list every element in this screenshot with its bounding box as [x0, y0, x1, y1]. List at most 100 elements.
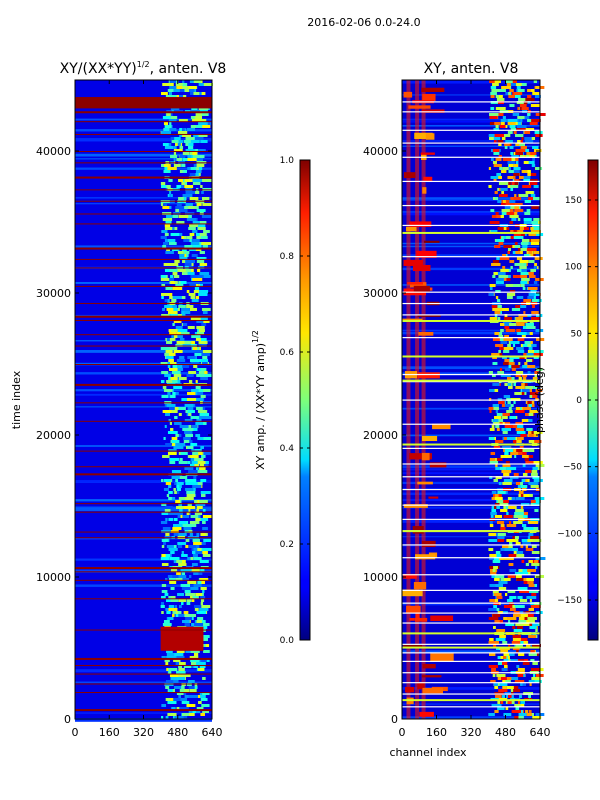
- band-cell: [193, 134, 202, 137]
- band-cell: [196, 164, 205, 167]
- white-row: [402, 373, 540, 376]
- band-cell: [507, 383, 512, 386]
- band-cell: [522, 452, 527, 455]
- band-cell: [492, 590, 499, 593]
- band-cell: [197, 461, 206, 464]
- white-row: [402, 337, 540, 339]
- band-cell: [194, 137, 204, 140]
- band-cell: [202, 677, 205, 680]
- band-cell: [160, 347, 168, 350]
- band-cell: [525, 545, 529, 548]
- band-cell: [488, 407, 494, 410]
- band-cell: [168, 668, 178, 671]
- band-cell: [521, 539, 528, 542]
- band-cell: [187, 407, 194, 410]
- band-cell: [203, 389, 211, 392]
- band-cell: [197, 149, 206, 152]
- band-cell: [488, 137, 494, 140]
- colorbar-tick-label: 100: [565, 263, 582, 273]
- band-cell: [494, 503, 500, 506]
- band-cell: [494, 497, 503, 500]
- band-cell: [514, 716, 522, 719]
- band-cell: [189, 233, 195, 236]
- band-cell: [504, 143, 510, 146]
- band-cell: [503, 338, 513, 341]
- band-cell: [489, 599, 498, 602]
- band-cell: [520, 248, 530, 251]
- band-cell: [531, 626, 537, 629]
- band-cell: [181, 311, 185, 314]
- band-cell: [503, 227, 507, 230]
- band-cell: [166, 113, 171, 116]
- band-cell: [188, 680, 195, 683]
- band-cell: [526, 359, 533, 362]
- band-cell: [489, 122, 495, 125]
- band-cell: [169, 86, 177, 89]
- band-cell: [509, 146, 514, 149]
- band-cell: [492, 674, 496, 677]
- band-cell: [164, 509, 171, 512]
- band-cell: [528, 347, 533, 350]
- band-cell: [525, 548, 534, 551]
- band-cell: [497, 200, 502, 203]
- band-cell: [173, 488, 176, 491]
- heatmap-streak: [75, 506, 212, 509]
- band-cell: [174, 482, 177, 485]
- band-cell: [523, 218, 532, 221]
- band-cell: [501, 86, 511, 89]
- band-cell: [534, 371, 539, 374]
- band-cell: [509, 323, 517, 326]
- band-cell: [162, 410, 172, 413]
- band-cell: [169, 530, 179, 533]
- band-cell: [198, 122, 208, 125]
- band-cell: [175, 326, 183, 329]
- band-cell: [191, 461, 200, 464]
- band-cell: [196, 509, 200, 512]
- flagged-row: [75, 665, 212, 667]
- band-cell: [175, 662, 180, 665]
- band-cell: [498, 500, 501, 503]
- band-cell: [501, 347, 505, 350]
- band-cell: [528, 482, 539, 485]
- band-cell: [497, 491, 506, 494]
- band-cell: [501, 209, 510, 212]
- band-cell: [505, 284, 515, 287]
- flagged-row: [75, 531, 212, 533]
- band-cell: [192, 182, 201, 185]
- band-cell: [184, 689, 190, 692]
- hot-patch: [430, 615, 454, 622]
- band-cell: [176, 482, 184, 485]
- band-cell: [518, 617, 525, 620]
- band-cell: [517, 143, 523, 146]
- band-cell: [183, 527, 192, 530]
- band-cell: [186, 491, 196, 494]
- band-cell: [172, 392, 177, 395]
- band-cell: [529, 395, 538, 398]
- flagged-row: [75, 223, 212, 225]
- band-cell: [488, 653, 496, 656]
- heatmap-streak: [75, 480, 212, 483]
- band-cell: [498, 275, 509, 278]
- band-cell: [168, 671, 171, 674]
- flagged-row: [75, 315, 212, 318]
- heatmap-streak: [75, 718, 212, 722]
- hot-patch: [403, 504, 428, 508]
- band-cell: [527, 431, 532, 434]
- band-cell: [504, 335, 509, 338]
- band-cell: [191, 119, 202, 122]
- band-cell: [517, 248, 521, 251]
- band-cell: [169, 278, 175, 281]
- hot-patch: [421, 435, 438, 442]
- band-cell: [499, 422, 503, 425]
- flagged-row: [75, 319, 212, 321]
- band-cell: [493, 164, 502, 167]
- band-cell: [516, 626, 523, 629]
- band-cell: [162, 527, 171, 530]
- band-cell: [502, 464, 511, 467]
- band-cell: [176, 572, 181, 575]
- right-heatmap: [402, 80, 546, 719]
- band-cell: [521, 524, 527, 527]
- left-heatmap: [75, 80, 214, 722]
- band-cell: [185, 260, 195, 263]
- band-cell: [508, 620, 511, 623]
